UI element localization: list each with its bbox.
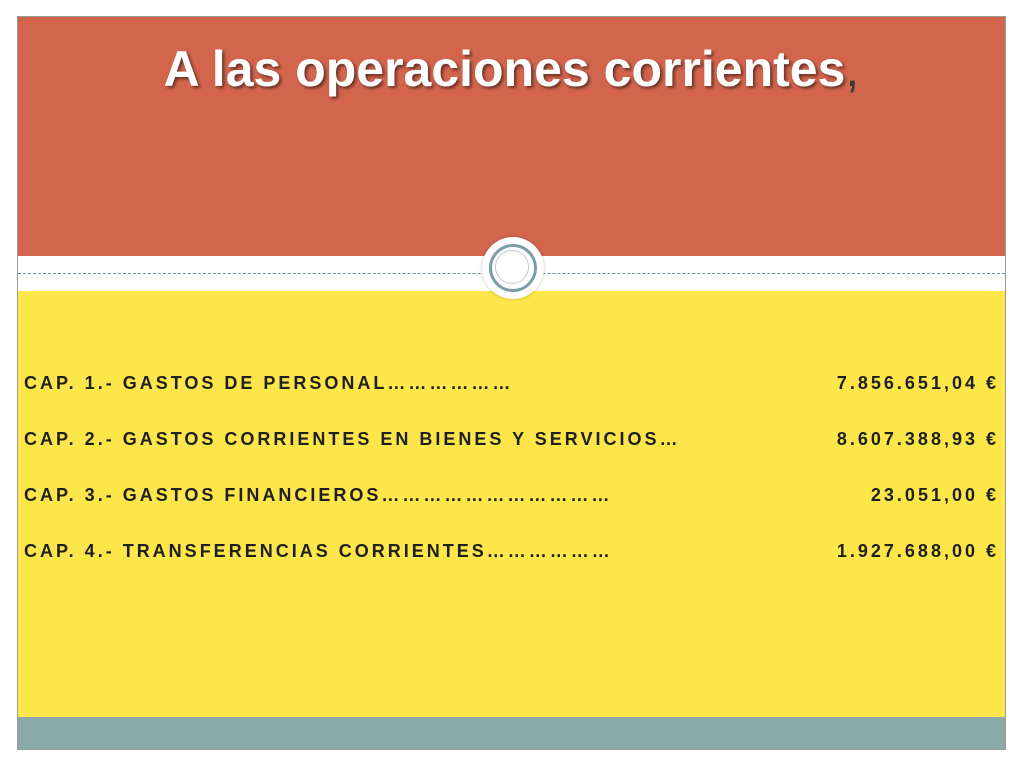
chapter-row-4: CAP. 4.- TRANSFERENCIAS CORRIENTES…………………: [24, 541, 999, 569]
slide-title-text: A las operaciones corrientes: [163, 41, 846, 97]
chapter-row-3: CAP. 3.- GASTOS FINANCIEROS…………………………… 2…: [24, 485, 999, 513]
chapter-label: CAP. 4.- TRANSFERENCIAS CORRIENTES………………: [24, 541, 613, 561]
chapter-row-2: CAP. 2.- GASTOS CORRIENTES EN BIENES Y S…: [24, 429, 999, 457]
chapter-label: CAP. 2.- GASTOS CORRIENTES EN BIENES Y S…: [24, 429, 681, 449]
slide-title-comma: ,: [845, 41, 860, 97]
circle-medallion-icon: [482, 237, 544, 299]
chapter-label: CAP. 3.- GASTOS FINANCIEROS……………………………: [24, 485, 613, 505]
slide: A las operaciones corrientes, CAP. 1.- G…: [17, 16, 1006, 750]
footer-band: [18, 717, 1005, 749]
slide-title: A las operaciones corrientes,: [18, 39, 1005, 99]
chapter-amount: 8.607.388,93 €: [836, 429, 999, 449]
chapter-amount: 23.051,00 €: [870, 485, 999, 505]
chapter-amount: 7.856.651,04 €: [836, 373, 999, 393]
medallion-inner: [495, 250, 529, 284]
content-band: CAP. 1.- GASTOS DE PERSONAL……………… 7.856.…: [18, 291, 1005, 717]
title-band: A las operaciones corrientes,: [18, 17, 1005, 256]
chapter-row-1: CAP. 1.- GASTOS DE PERSONAL……………… 7.856.…: [24, 373, 999, 401]
chapter-label: CAP. 1.- GASTOS DE PERSONAL………………: [24, 373, 514, 393]
chapter-amount: 1.927.688,00 €: [836, 541, 999, 561]
